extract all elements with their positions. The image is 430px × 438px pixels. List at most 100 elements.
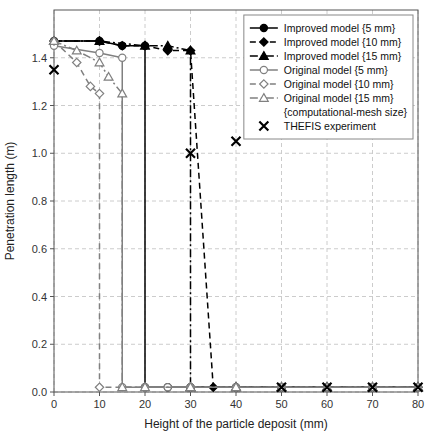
point — [323, 384, 330, 391]
series-line — [54, 46, 418, 387]
axes: 010203040506070800.00.20.40.60.81.01.21.… — [32, 52, 424, 410]
x-tick-label: 60 — [321, 398, 333, 410]
point — [118, 383, 127, 391]
point — [186, 383, 194, 391]
x-tick-label: 70 — [366, 398, 378, 410]
x-tick-label: 50 — [275, 398, 287, 410]
point — [50, 37, 58, 45]
legend-label: Improved model {15 mm} — [284, 50, 402, 62]
y-tick-label: 0.2 — [32, 338, 47, 350]
x-tick — [327, 392, 328, 396]
point — [368, 383, 376, 391]
point — [119, 54, 126, 61]
point — [232, 384, 239, 391]
point — [50, 65, 59, 74]
point — [96, 37, 103, 44]
x-tick — [99, 392, 100, 396]
point — [278, 384, 285, 391]
legend-label: Original model {15 mm} — [284, 92, 394, 104]
y-tick-label: 0.8 — [32, 195, 47, 207]
series-line — [54, 41, 418, 387]
x-tick — [281, 392, 282, 396]
y-tick-label: 1.2 — [32, 100, 47, 112]
legend-swatch — [259, 122, 268, 131]
x-tick-label: 30 — [184, 398, 196, 410]
y-tick — [50, 344, 54, 345]
point — [414, 383, 422, 391]
point — [186, 46, 195, 54]
y-tick — [50, 57, 54, 58]
grid-line — [54, 344, 418, 345]
point — [95, 89, 103, 97]
point — [186, 46, 194, 54]
grid — [54, 10, 418, 392]
point — [50, 37, 59, 45]
x-tick — [145, 392, 146, 396]
point — [414, 383, 422, 391]
series — [50, 65, 423, 392]
point — [232, 383, 241, 391]
point — [232, 383, 240, 391]
y-axis-label: Penetration length (m) — [3, 142, 17, 261]
point — [141, 384, 148, 391]
point — [141, 42, 149, 50]
point — [119, 384, 126, 391]
series — [50, 42, 421, 391]
point — [323, 383, 331, 391]
point — [141, 42, 148, 49]
x-tick — [54, 392, 55, 396]
y-tick — [50, 105, 54, 106]
point — [323, 384, 330, 391]
point — [95, 383, 103, 391]
point — [323, 383, 331, 391]
point — [186, 149, 195, 158]
x-tick-label: 20 — [139, 398, 151, 410]
legend-swatch — [260, 38, 268, 46]
point — [277, 383, 285, 391]
point — [186, 383, 195, 391]
y-tick — [50, 296, 54, 297]
y-tick-label: 0.6 — [32, 243, 47, 255]
x-tick-label: 0 — [51, 398, 57, 410]
x-tick — [236, 392, 237, 396]
point — [323, 383, 332, 392]
legend-box — [244, 15, 413, 139]
series-line — [54, 41, 418, 387]
legend-swatch — [260, 24, 267, 31]
y-tick — [50, 153, 54, 154]
point — [50, 37, 58, 45]
y-tick-label: 0.0 — [32, 386, 47, 398]
legend-swatch — [259, 52, 268, 60]
legend-swatch — [260, 80, 268, 88]
x-tick — [418, 392, 419, 396]
point — [232, 137, 241, 146]
grid-line — [54, 296, 418, 297]
series-line — [54, 41, 418, 387]
plot-frame — [54, 10, 418, 392]
point — [141, 383, 150, 391]
point — [414, 384, 421, 391]
grid-line — [54, 153, 418, 154]
x-tick-label: 10 — [93, 398, 105, 410]
point — [369, 384, 376, 391]
y-tick — [50, 248, 54, 249]
x-axis-label: Height of the particle deposit (mm) — [144, 417, 327, 431]
point — [163, 41, 172, 49]
point — [187, 384, 194, 391]
legend-label: THEFIS experiment — [284, 120, 376, 132]
legend-label: Original model {5 mm} — [284, 64, 388, 76]
point — [278, 384, 285, 391]
legend: Improved model {5 mm}Improved model {10 … — [244, 15, 413, 139]
grid-line — [54, 201, 418, 202]
point — [232, 383, 240, 391]
legend-swatch — [260, 66, 267, 73]
x-tick-label: 40 — [230, 398, 242, 410]
y-tick-label: 1.0 — [32, 147, 47, 159]
series-line — [54, 41, 418, 387]
y-tick — [50, 201, 54, 202]
y-tick-label: 1.4 — [32, 52, 47, 64]
x-tick-label: 80 — [412, 398, 424, 410]
point — [96, 49, 103, 56]
point — [86, 82, 94, 90]
point — [187, 384, 194, 391]
